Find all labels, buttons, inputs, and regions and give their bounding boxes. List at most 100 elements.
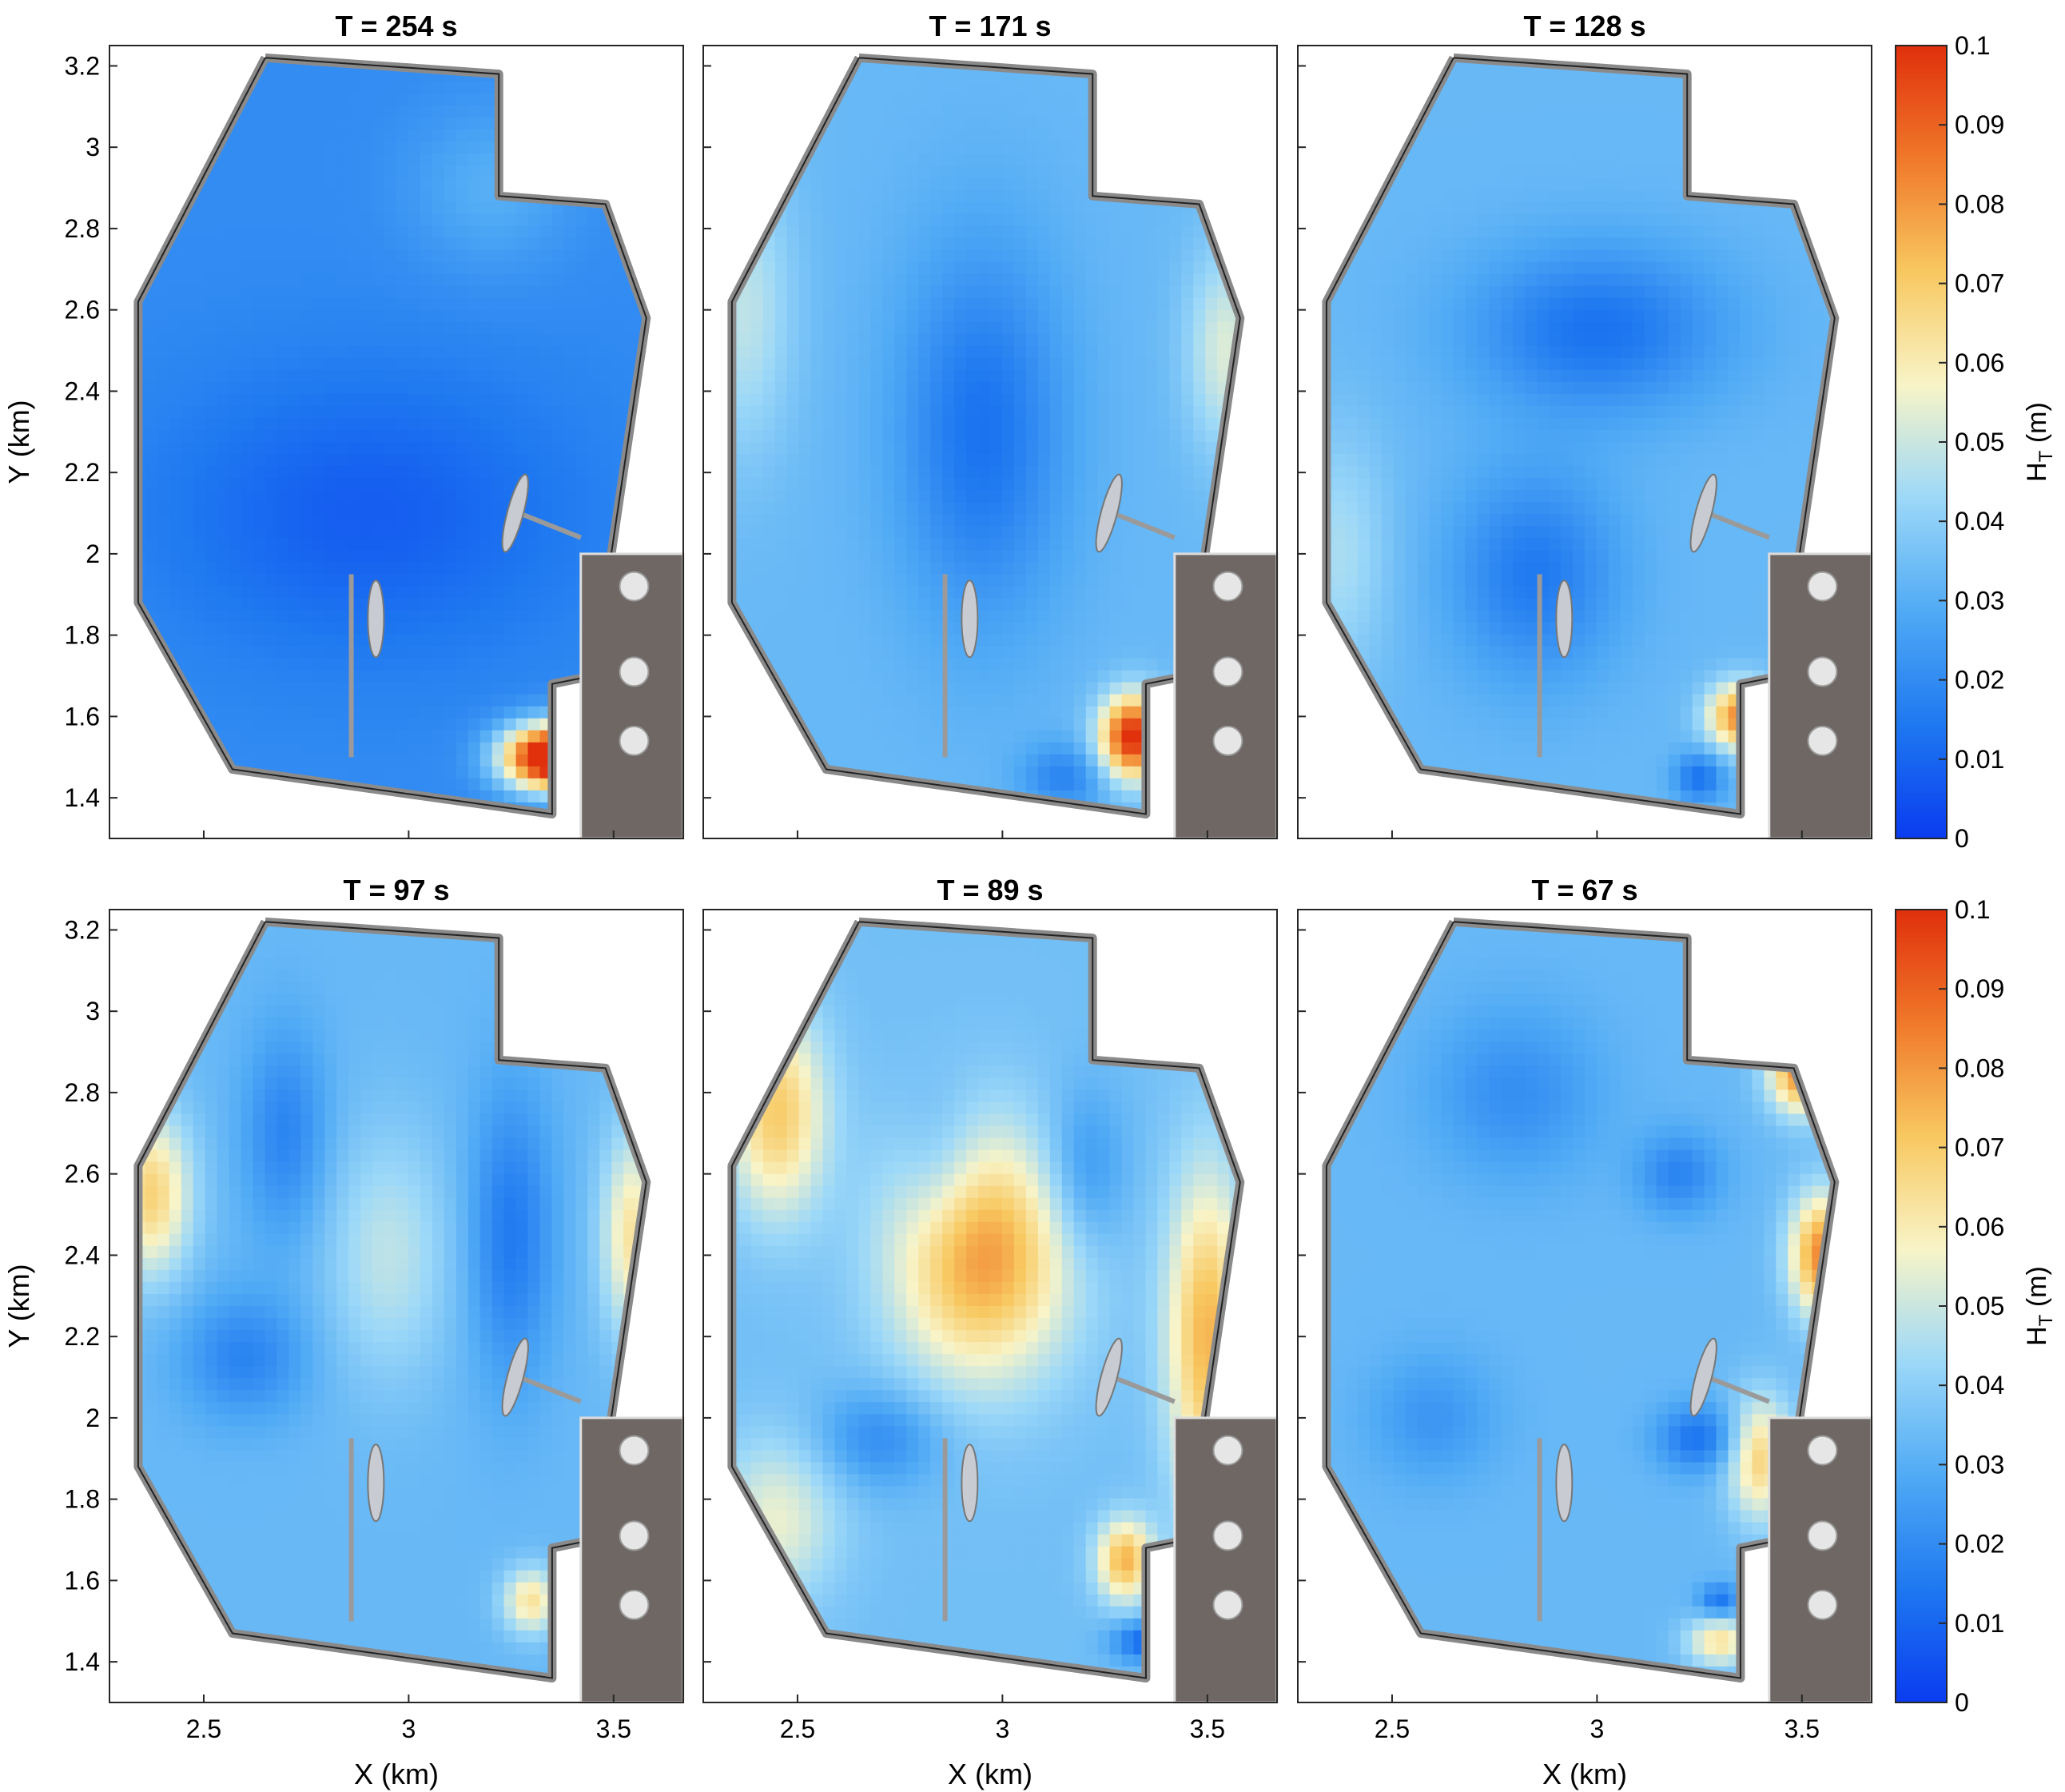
storage-tank-icon xyxy=(619,725,650,756)
colorbars-group: 0 0.01 0.02 0.03 0.04 0.05 0.06 0.07 0.08 0.09 0.1… xyxy=(1895,31,2057,1717)
y-tick-label: 1.4 xyxy=(65,1647,100,1676)
axes-box xyxy=(109,45,684,839)
colorbar-gradient xyxy=(1895,45,1948,839)
ship-left-icon xyxy=(367,1444,385,1523)
colorbar-tick-label: 0.04 xyxy=(1955,1371,2004,1400)
colorbar-tick-label: 0.09 xyxy=(1955,110,2004,139)
ship-right-icon xyxy=(1095,1337,1123,1417)
colorbar-tick-label: 0.07 xyxy=(1955,1133,2004,1162)
y-tick-label: 2.6 xyxy=(65,296,100,325)
y-tick-label: 3.2 xyxy=(65,51,100,80)
ship-right-icon xyxy=(501,473,529,553)
panel-title: T = 171 s xyxy=(929,10,1051,42)
storage-tank-icon xyxy=(1807,1520,1838,1551)
x-tick-label: 3.5 xyxy=(596,1714,631,1743)
storage-tank-icon xyxy=(619,1520,650,1551)
x-tick-label: 3.5 xyxy=(1784,1714,1820,1743)
ship-left-icon xyxy=(1555,1444,1574,1523)
panel-title: T = 128 s xyxy=(1523,10,1645,42)
y-tick-label: 2.2 xyxy=(65,1322,100,1351)
jetty-right xyxy=(1112,511,1176,540)
y-tick-label: 2.8 xyxy=(65,1078,100,1107)
jetty-right xyxy=(1706,1375,1770,1404)
jetty-right xyxy=(1706,511,1770,540)
storage-tank-icon xyxy=(1212,1589,1243,1620)
panel-title: T = 89 s xyxy=(937,874,1043,906)
colorbar-tick-label: 0.01 xyxy=(1955,745,2004,774)
colorbar-tick-label: 0.08 xyxy=(1955,189,2004,218)
y-tick-label: 2 xyxy=(86,1404,100,1432)
jetty-right xyxy=(518,511,582,540)
colorbar-1: 0 0.01 0.02 0.03 0.04 0.05 0.06 0.07 0.08 0.09 0.1… xyxy=(1895,31,2057,853)
ship-left-icon xyxy=(961,1444,979,1523)
x-tick-label: 2.5 xyxy=(186,1714,221,1743)
colorbar-2: 0 0.01 0.02 0.03 0.04 0.05 0.06 0.07 0.08 0.09 0.1… xyxy=(1895,895,2057,1717)
panel-2: T = 171 s xyxy=(702,10,1279,840)
y-tick-label: 2.6 xyxy=(65,1160,100,1189)
y-tick-label: 1.8 xyxy=(65,621,100,650)
x-tick-label: 3 xyxy=(1590,1714,1604,1743)
panel-3: T = 128 s xyxy=(1297,10,1873,840)
x-axis-label-center: X (km) xyxy=(948,1758,1032,1790)
colorbar-tick-label: 0.04 xyxy=(1955,507,2004,536)
storage-tank-icon xyxy=(1212,725,1243,756)
colorbar-tick-label: 0 xyxy=(1955,1688,1969,1717)
storage-tank-icon xyxy=(619,656,650,687)
y-tick-label: 2.2 xyxy=(65,458,100,487)
axes-box xyxy=(702,909,1278,1703)
storage-tank-icon xyxy=(1807,1435,1838,1466)
panel-4: T = 97 s 1.4 1.6 1.8 2 2.2 2.4 2.6 2.8 3 3.2 2.5 3 3.… xyxy=(65,874,685,1743)
ship-right-icon xyxy=(501,1337,529,1417)
y-tick-label: 2.4 xyxy=(65,1240,100,1269)
y-tick-label: 1.6 xyxy=(65,1566,100,1595)
x-axis-label-left: X (km) xyxy=(354,1758,439,1790)
y-tick-label: 3 xyxy=(86,997,100,1025)
colorbar-tick-label: 0.06 xyxy=(1955,348,2004,377)
panel-title: T = 97 s xyxy=(343,874,449,906)
colorbar-tick-label: 0.05 xyxy=(1955,1292,2004,1320)
colorbar-label: HT (m) xyxy=(2022,1266,2057,1346)
x-tick-label: 2.5 xyxy=(1375,1714,1410,1743)
storage-tank-icon xyxy=(1212,571,1243,602)
storage-tank-icon xyxy=(619,1435,650,1466)
x-axis-label-right: X (km) xyxy=(1542,1758,1627,1790)
ship-left-icon xyxy=(1555,579,1574,659)
ship-left-icon xyxy=(367,579,385,659)
panel-title: T = 254 s xyxy=(335,10,457,42)
ship-right-icon xyxy=(1689,473,1717,553)
breakwater-edge xyxy=(730,57,1241,815)
y-tick-label: 2 xyxy=(86,540,100,568)
ship-right-icon xyxy=(1095,473,1123,553)
x-tick-label: 3 xyxy=(995,1714,1009,1743)
jetty-right xyxy=(1112,1375,1176,1404)
y-axis-label-bottom: Y (km) xyxy=(2,1264,35,1348)
y-tick-label: 2.4 xyxy=(65,376,100,405)
panel-6: T = 67 s 2.5 3 3.5 xyxy=(1297,874,1873,1743)
colorbar-tick-label: 0.02 xyxy=(1955,666,2004,695)
colorbar-tick-label: 0.1 xyxy=(1955,31,1990,60)
storage-tank-icon xyxy=(1807,725,1838,756)
ship-left-icon xyxy=(961,579,979,659)
breakwater-edge xyxy=(137,921,647,1679)
jetty-right xyxy=(518,1375,582,1404)
storage-tank-icon xyxy=(619,571,650,602)
colorbar-tick-label: 0.02 xyxy=(1955,1530,2004,1559)
ship-right-icon xyxy=(1689,1337,1717,1417)
axes-box xyxy=(702,45,1278,839)
storage-tank-icon xyxy=(1212,1520,1243,1551)
colorbar-tick-label: 0.03 xyxy=(1955,586,2004,615)
y-tick-label: 1.8 xyxy=(65,1485,100,1514)
y-tick-label: 2.8 xyxy=(65,214,100,243)
breakwater-edge xyxy=(1325,921,1836,1679)
breakwater-edge xyxy=(730,921,1241,1679)
panel-5: T = 89 s 2.5 3 3.5 xyxy=(702,874,1279,1743)
y-tick-label: 3 xyxy=(86,133,100,161)
y-tick-label: 3.2 xyxy=(65,915,100,944)
storage-tank-icon xyxy=(1807,571,1838,602)
axes-box xyxy=(1297,45,1872,839)
storage-tank-icon xyxy=(1807,656,1838,687)
colorbar-tick-label: 0.06 xyxy=(1955,1213,2004,1241)
colorbar-tick-label: 0.05 xyxy=(1955,428,2004,456)
breakwater-edge xyxy=(137,57,647,815)
colorbar-tick-label: 0.03 xyxy=(1955,1450,2004,1479)
